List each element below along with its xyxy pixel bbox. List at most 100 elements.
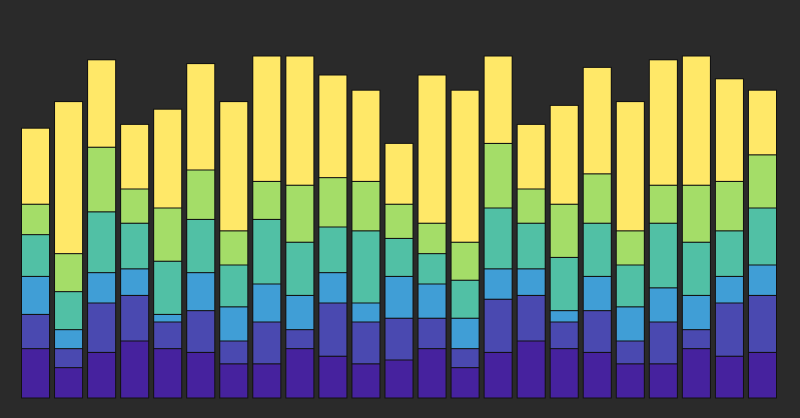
bar-segment-4-2 xyxy=(120,294,150,342)
bar-segment-22-3 xyxy=(714,275,744,304)
bar-segment-4-5 xyxy=(120,188,150,224)
bar-segment-9-5 xyxy=(285,184,315,243)
bar-segment-7-5 xyxy=(219,230,249,266)
bar-segment-4-3 xyxy=(120,268,150,296)
bar-segment-9-6 xyxy=(285,55,315,186)
bar-segment-19-5 xyxy=(615,230,645,266)
bar-segment-1-3 xyxy=(21,275,51,315)
bar-segment-9-3 xyxy=(285,294,315,331)
bar-segment-23-4 xyxy=(747,207,778,266)
bar-segment-11-1 xyxy=(351,363,381,399)
bar-segment-17-2 xyxy=(549,321,579,350)
bar-segment-3-1 xyxy=(87,351,117,399)
bar-segment-11-2 xyxy=(351,321,381,365)
bar-segment-23-5 xyxy=(747,154,778,209)
bar-segment-14-1 xyxy=(450,367,480,399)
bar-segment-15-6 xyxy=(483,55,513,144)
bar-segment-23-2 xyxy=(747,294,778,353)
bar-stack-18 xyxy=(582,66,612,399)
bar-segment-12-2 xyxy=(384,317,414,361)
bar-segment-20-3 xyxy=(648,287,678,323)
bar-segment-12-3 xyxy=(384,275,414,319)
bar-segment-22-2 xyxy=(714,302,744,357)
bar-stack-8 xyxy=(252,55,282,399)
bar-segment-4-6 xyxy=(120,123,150,190)
bar-segment-5-4 xyxy=(153,260,183,315)
bar-segment-1-6 xyxy=(21,127,51,205)
bar-stack-21 xyxy=(681,55,711,399)
bar-segment-17-1 xyxy=(549,348,579,399)
bar-segment-2-1 xyxy=(54,367,84,399)
bar-segment-15-4 xyxy=(483,207,513,270)
bar-segment-17-5 xyxy=(549,203,579,258)
bar-segment-9-4 xyxy=(285,241,315,296)
bar-segment-8-6 xyxy=(252,55,282,182)
bar-segment-20-5 xyxy=(648,184,678,224)
bar-segment-14-2 xyxy=(450,348,480,369)
bar-stack-12 xyxy=(384,142,414,399)
bar-segment-5-6 xyxy=(153,108,183,209)
bar-segment-16-6 xyxy=(516,123,546,190)
bar-stack-9 xyxy=(285,55,315,399)
bar-segment-23-6 xyxy=(747,89,778,156)
bar-segment-1-2 xyxy=(21,313,51,350)
bar-segment-18-6 xyxy=(582,66,612,175)
bar-segment-15-2 xyxy=(483,298,513,353)
bar-segment-19-1 xyxy=(615,363,645,399)
bar-segment-18-1 xyxy=(582,351,612,399)
bar-segment-7-4 xyxy=(219,264,249,308)
bar-segment-16-5 xyxy=(516,188,546,224)
bar-segment-10-6 xyxy=(318,74,348,179)
bar-stack-5 xyxy=(153,108,183,399)
bar-segment-8-3 xyxy=(252,283,282,323)
bar-segment-21-5 xyxy=(681,184,711,243)
bar-segment-3-5 xyxy=(87,146,117,213)
bar-segment-22-1 xyxy=(714,355,744,399)
bar-segment-23-3 xyxy=(747,264,778,296)
bar-segment-18-4 xyxy=(582,222,612,277)
bar-segment-8-4 xyxy=(252,218,282,285)
bar-segment-2-5 xyxy=(54,253,84,293)
bar-segment-21-4 xyxy=(681,241,711,296)
bar-segment-4-4 xyxy=(120,222,150,270)
bar-stack-7 xyxy=(219,101,249,399)
bar-segment-22-4 xyxy=(714,230,744,277)
bar-segment-7-2 xyxy=(219,340,249,365)
bar-segment-8-2 xyxy=(252,321,282,365)
bar-stack-20 xyxy=(648,59,678,399)
bar-segment-13-6 xyxy=(417,74,447,224)
bar-segment-15-5 xyxy=(483,142,513,209)
bar-stack-19 xyxy=(615,101,645,399)
bar-stack-4 xyxy=(120,123,150,399)
bar-stack-23 xyxy=(747,89,778,399)
bar-segment-6-5 xyxy=(186,169,216,220)
bar-segment-20-2 xyxy=(648,321,678,365)
bar-segment-2-3 xyxy=(54,329,84,350)
bar-segment-10-4 xyxy=(318,226,348,274)
bar-segment-9-1 xyxy=(285,348,315,399)
bar-segment-16-2 xyxy=(516,294,546,342)
bar-stack-11 xyxy=(351,89,381,399)
bar-segment-11-4 xyxy=(351,230,381,304)
bar-segment-2-2 xyxy=(54,348,84,369)
bar-segment-14-4 xyxy=(450,279,480,319)
bar-segment-6-6 xyxy=(186,63,216,171)
bar-segment-17-4 xyxy=(549,256,579,312)
bar-segment-20-1 xyxy=(648,363,678,399)
bar-segment-14-5 xyxy=(450,241,480,281)
bar-segment-6-1 xyxy=(186,351,216,399)
bar-segment-6-4 xyxy=(186,218,216,274)
bar-segment-14-3 xyxy=(450,317,480,350)
bar-segment-21-1 xyxy=(681,348,711,399)
bar-stack-3 xyxy=(87,59,117,399)
bar-segment-16-4 xyxy=(516,222,546,270)
bar-segment-19-2 xyxy=(615,340,645,365)
bar-segment-2-4 xyxy=(54,291,84,331)
bar-stack-10 xyxy=(318,74,348,399)
bar-segment-11-3 xyxy=(351,302,381,323)
bar-segment-13-4 xyxy=(417,253,447,285)
bar-segment-20-6 xyxy=(648,59,678,186)
bar-stack-22 xyxy=(714,78,744,399)
bar-segment-23-1 xyxy=(747,351,778,399)
